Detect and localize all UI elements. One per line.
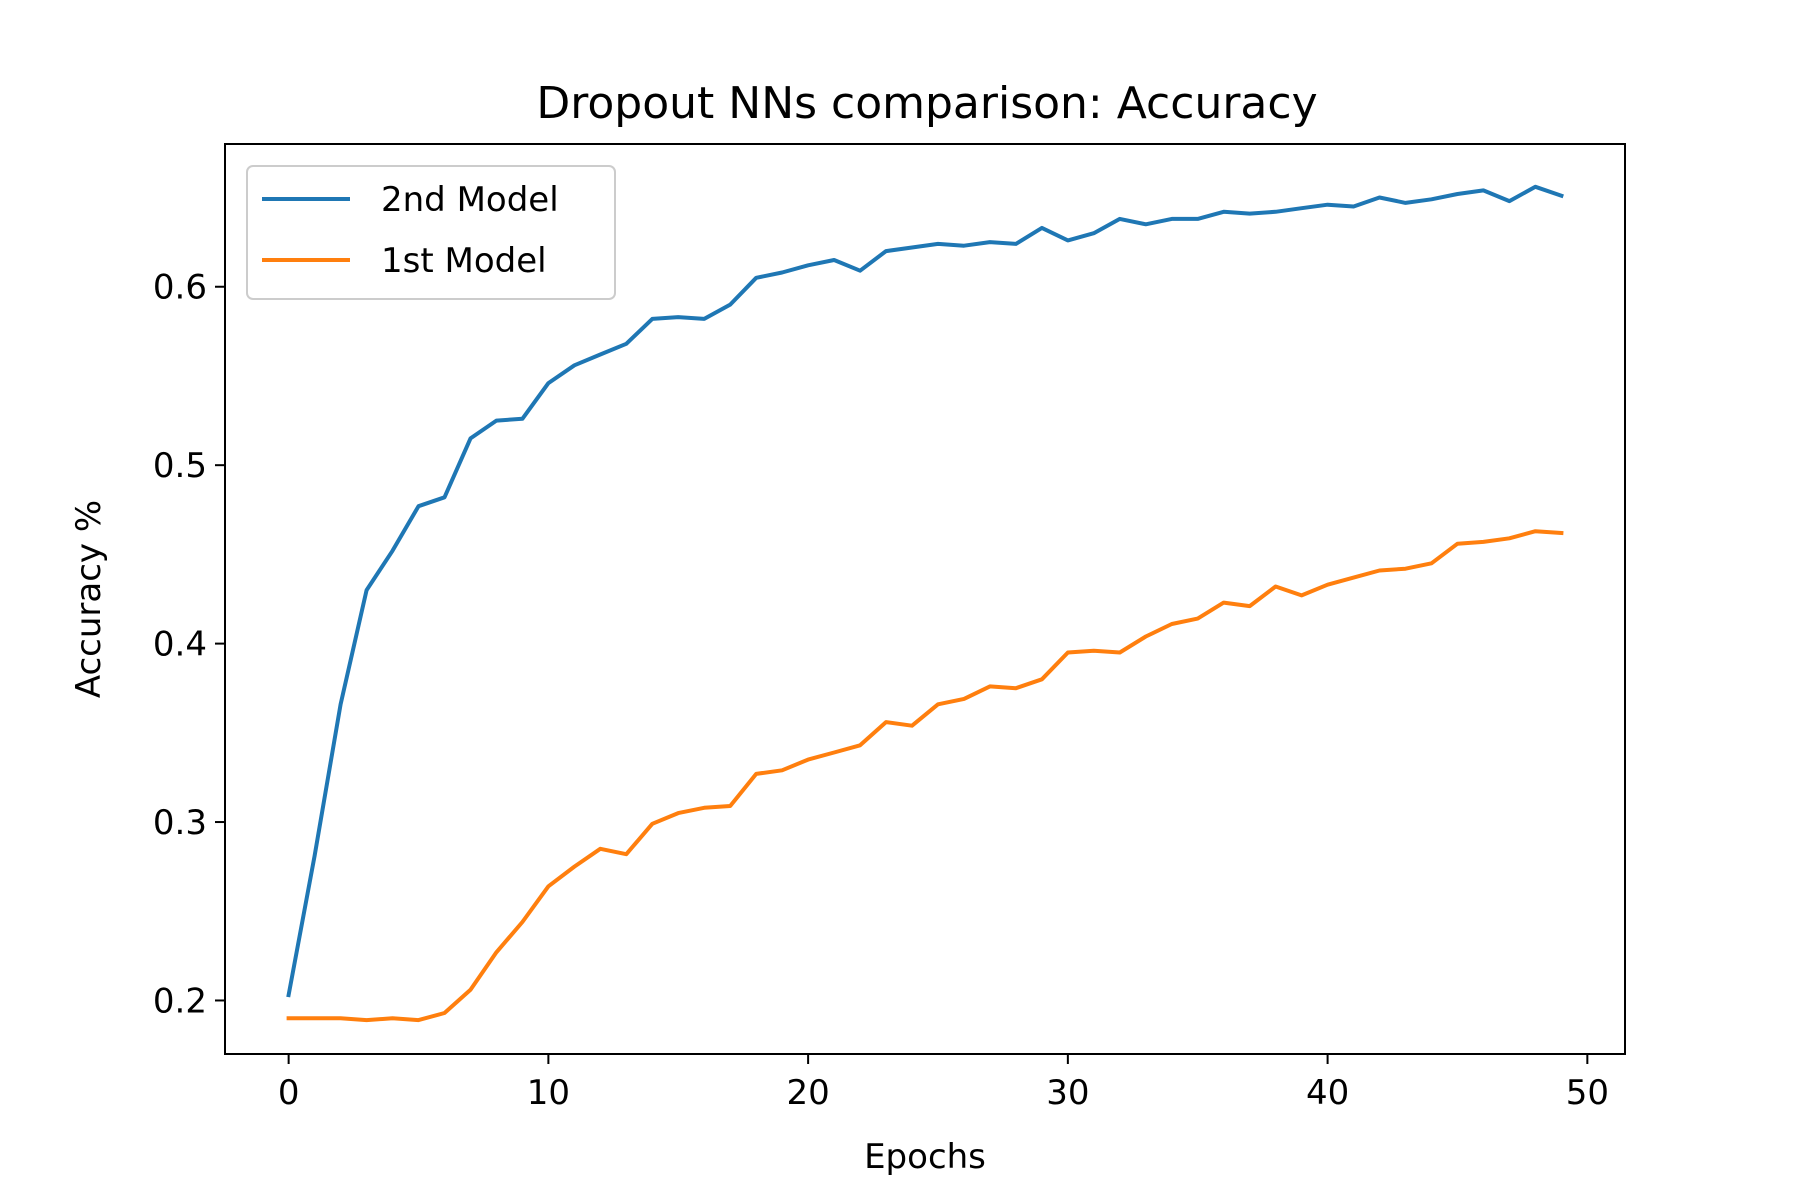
chart-title: Dropout NNs comparison: Accuracy: [536, 78, 1317, 129]
y-axis-label: Accuracy %: [69, 500, 109, 698]
x-axis-label: Epochs: [864, 1137, 986, 1177]
y-axis: 0.2 0.3 0.4 0.5 0.6: [153, 268, 225, 1021]
x-tick-label-0: 0: [278, 1073, 300, 1113]
y-tick-label-0.2: 0.2: [153, 981, 207, 1021]
y-tick-label-0.5: 0.5: [153, 446, 207, 486]
series-line-1st-model: [286, 529, 1564, 1023]
x-axis: 0 10 20 30 40 50: [278, 1054, 1609, 1113]
x-tick-label-50: 50: [1566, 1073, 1609, 1113]
y-tick-label-0.3: 0.3: [153, 803, 207, 843]
y-tick-label-0.6: 0.6: [153, 268, 207, 308]
legend: 2nd Model 1st Model: [246, 165, 616, 300]
plot-area: [224, 143, 1626, 1055]
legend-label-1st-model: 1st Model: [381, 241, 547, 281]
x-tick-label-10: 10: [527, 1073, 570, 1113]
legend-label-2nd-model: 2nd Model: [381, 180, 559, 220]
x-tick-label-20: 20: [786, 1073, 829, 1113]
series-line-2nd-model: [286, 184, 1564, 998]
x-tick-label-40: 40: [1306, 1073, 1349, 1113]
series-layer: [286, 184, 1564, 1023]
y-tick-label-0.4: 0.4: [153, 625, 207, 665]
x-tick-label-30: 30: [1046, 1073, 1089, 1113]
